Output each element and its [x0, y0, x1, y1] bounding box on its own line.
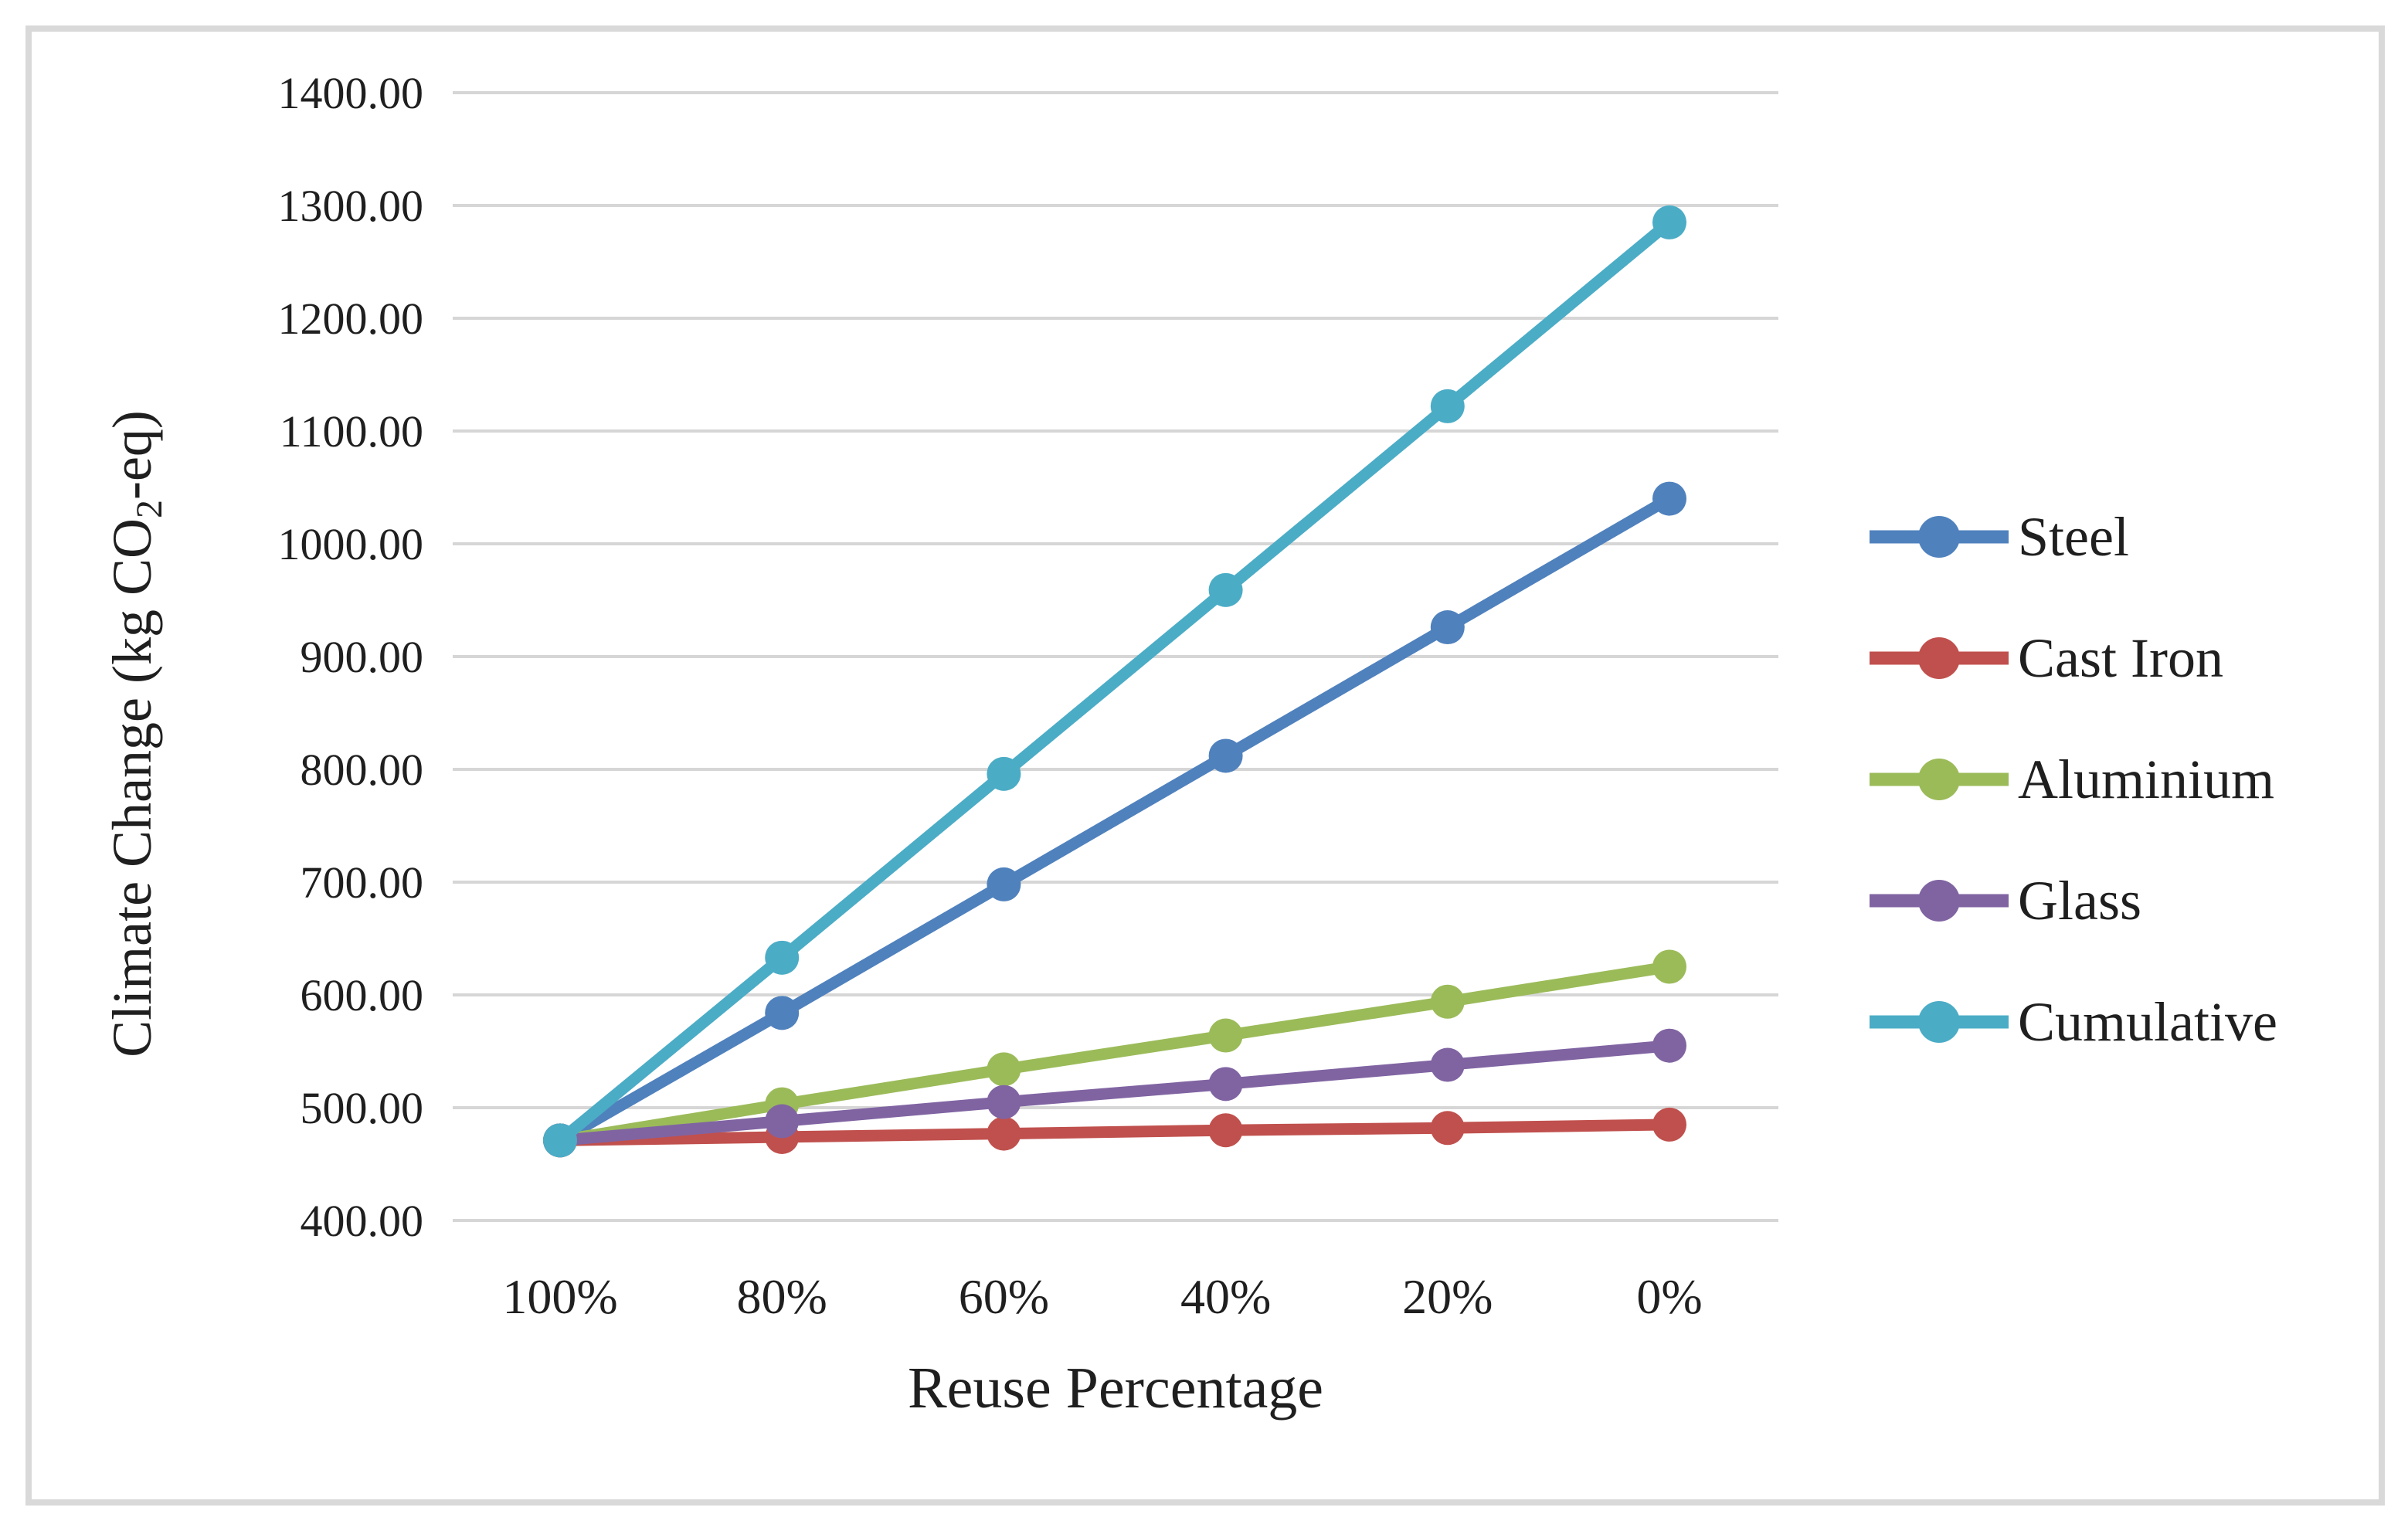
- y-tick-label-800.00: 800.00: [301, 745, 424, 795]
- series-point-steel-0%: [1652, 481, 1686, 516]
- legend-label-cumulative: Cumulative: [2018, 991, 2277, 1053]
- series-line-cumulative: [554, 216, 1676, 1146]
- y-tick-label-500.00: 500.00: [301, 1083, 424, 1133]
- series-point-aluminium-0%: [1652, 949, 1686, 984]
- series-point-glass-20%: [1430, 1047, 1465, 1082]
- series-point-aluminium-60%: [987, 1052, 1021, 1087]
- legend-item-aluminium: Aluminium: [1870, 749, 2274, 810]
- series-point-cumulative-0%: [1652, 205, 1686, 239]
- series-point-cumulative-80%: [765, 940, 800, 975]
- x-tick-label-40%: 40%: [1180, 1269, 1271, 1324]
- y-tick-label-1400.00: 1400.00: [278, 68, 424, 118]
- legend-marker-dot-cumulative: [1918, 1001, 1960, 1043]
- legend-marker-dot-aluminium: [1918, 759, 1960, 800]
- y-tick-label-600.00: 600.00: [301, 970, 424, 1020]
- series-point-steel-80%: [765, 996, 800, 1030]
- y-axis-title: Climate Change (kg CO2-eq): [101, 410, 170, 1057]
- y-tick-label-1200.00: 1200.00: [278, 294, 424, 344]
- series-point-aluminium-20%: [1430, 984, 1465, 1019]
- legend-marker-dot-steel: [1918, 516, 1960, 558]
- legend-item-cast-iron: Cast Iron: [1870, 627, 2223, 689]
- x-tick-label-0%: 0%: [1636, 1269, 1702, 1324]
- x-axis-title: Reuse Percentage: [908, 1356, 1323, 1421]
- series-point-cumulative-20%: [1430, 389, 1465, 423]
- series-line-aluminium: [554, 961, 1676, 1146]
- y-axis-title-sub: 2: [129, 500, 170, 518]
- y-tick-label-1100.00: 1100.00: [280, 406, 423, 457]
- y-tick-label-900.00: 900.00: [301, 632, 424, 682]
- series-point-cumulative-40%: [1208, 572, 1243, 607]
- y-tick-label-1000.00: 1000.00: [278, 519, 424, 569]
- y-axis-title-post: -eq): [101, 410, 163, 500]
- y-axis-title-pre: Climate Change (kg CO: [101, 518, 163, 1057]
- series-point-glass-0%: [1652, 1028, 1686, 1063]
- series-line-glass: [554, 1040, 1676, 1146]
- series-point-steel-40%: [1208, 738, 1243, 773]
- series-point-cast-iron-20%: [1430, 1111, 1465, 1146]
- series-point-cast-iron-40%: [1208, 1113, 1243, 1148]
- legend-item-glass: Glass: [1870, 870, 2141, 932]
- x-tick-label-100%: 100%: [502, 1269, 617, 1324]
- legend-label-cast-iron: Cast Iron: [2018, 627, 2223, 689]
- x-tick-label-20%: 20%: [1402, 1269, 1493, 1324]
- series-point-cast-iron-60%: [987, 1116, 1021, 1151]
- series-line-cast-iron: [554, 1119, 1676, 1146]
- series-point-steel-60%: [987, 867, 1021, 901]
- series-point-glass-60%: [987, 1085, 1021, 1119]
- legend-label-aluminium: Aluminium: [2018, 749, 2274, 810]
- legend-marker-dot-glass: [1918, 880, 1960, 922]
- series-point-cumulative-60%: [987, 756, 1021, 791]
- legend-marker-dot-cast-iron: [1918, 637, 1960, 679]
- x-tick-label-60%: 60%: [959, 1269, 1049, 1324]
- legend-label-glass: Glass: [2018, 870, 2141, 932]
- y-tick-label-1300.00: 1300.00: [278, 181, 424, 231]
- series-point-aluminium-40%: [1208, 1018, 1243, 1053]
- series-point-steel-20%: [1430, 610, 1465, 645]
- series-point-cast-iron-0%: [1652, 1107, 1686, 1142]
- x-tick-label-80%: 80%: [737, 1269, 827, 1324]
- legend-item-cumulative: Cumulative: [1870, 991, 2277, 1053]
- series-point-cumulative-100%: [543, 1123, 577, 1158]
- series-line-steel: [554, 493, 1676, 1146]
- legend-label-steel: Steel: [2018, 506, 2129, 568]
- y-tick-label-400.00: 400.00: [301, 1196, 424, 1246]
- series-point-glass-40%: [1208, 1067, 1243, 1102]
- legend-item-steel: Steel: [1870, 506, 2129, 568]
- series-point-glass-80%: [765, 1104, 800, 1139]
- y-tick-label-700.00: 700.00: [301, 857, 424, 908]
- figure-border: [25, 25, 2385, 1506]
